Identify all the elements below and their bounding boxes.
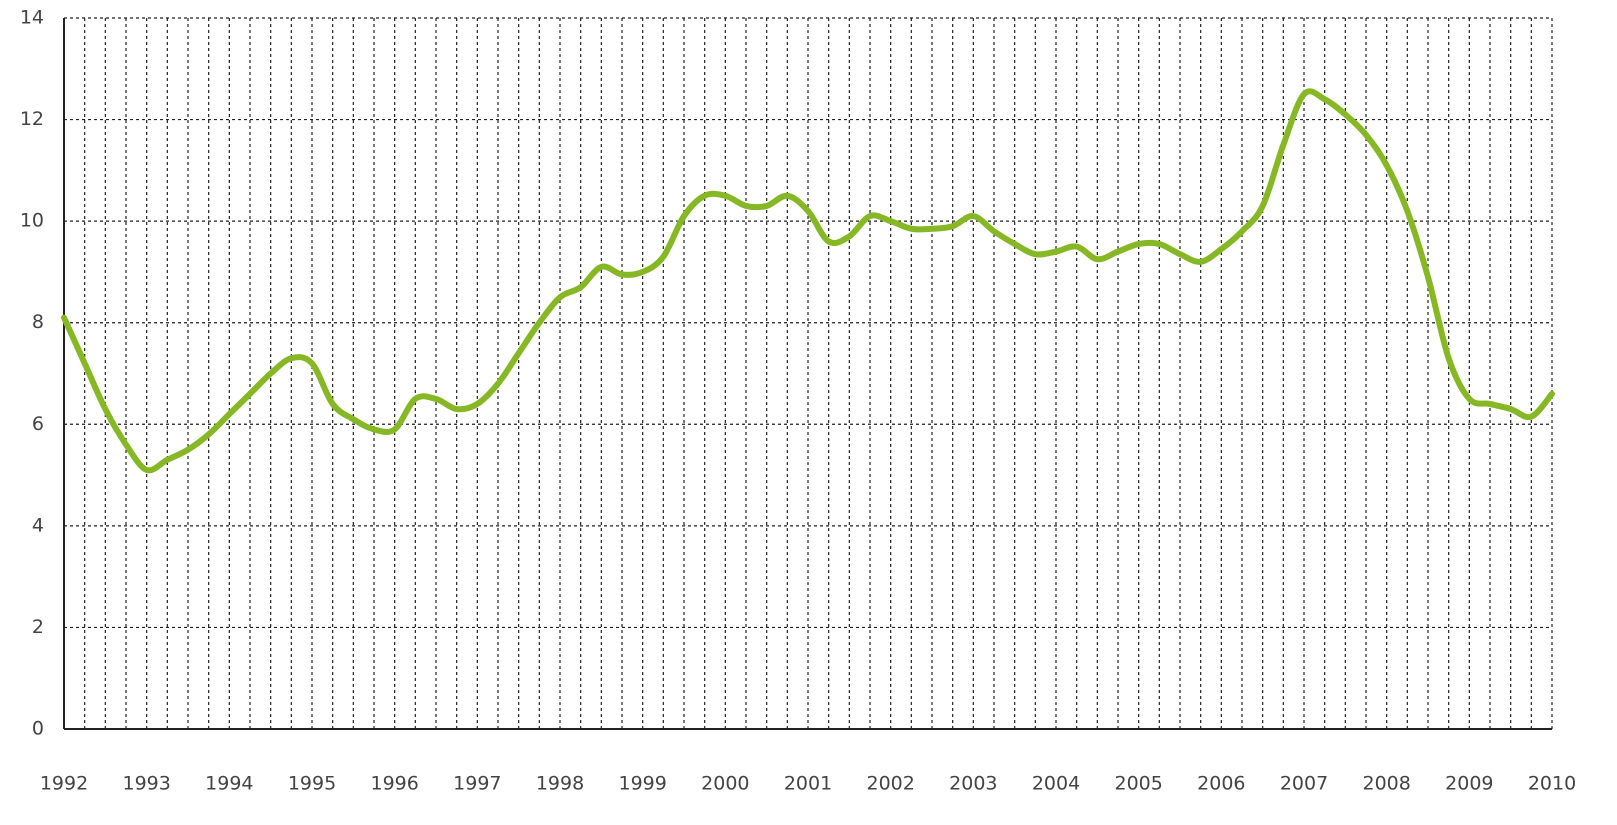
y-tick-label: 10 (20, 210, 44, 232)
x-tick-label: 2001 (784, 773, 832, 795)
x-tick-label: 1993 (122, 773, 170, 795)
y-tick-label: 4 (32, 514, 44, 536)
x-tick-label: 2004 (1032, 773, 1080, 795)
x-tick-label: 1994 (205, 773, 253, 795)
line (61, 88, 1555, 474)
x-tick-label: 1996 (370, 773, 418, 795)
y-tick-label: 8 (32, 311, 44, 333)
x-tick-label: 1992 (40, 773, 88, 795)
x-tick-label: 1995 (288, 773, 336, 795)
y-tick-label: 0 (32, 718, 44, 740)
x-tick-label: 2006 (1197, 773, 1245, 795)
y-tick-label: 14 (20, 7, 44, 29)
x-tick-label: 1998 (536, 773, 584, 795)
x-tick-label: 2010 (1528, 773, 1576, 795)
y-tick-label: 6 (32, 413, 44, 435)
x-tick-label: 2003 (949, 773, 997, 795)
x-tick-label: 2000 (701, 773, 749, 795)
x-tick-label: 2007 (1280, 773, 1328, 795)
y-tick-label: 2 (32, 616, 44, 638)
x-tick-label: 2005 (1114, 773, 1162, 795)
x-tick-label: 1999 (618, 773, 666, 795)
y-tick-label: 12 (20, 108, 44, 130)
x-tick-label: 1997 (453, 773, 501, 795)
x-tick-label: 2008 (1362, 773, 1410, 795)
x-tick-label: 2002 (866, 773, 914, 795)
x-tick-label: 2009 (1445, 773, 1493, 795)
